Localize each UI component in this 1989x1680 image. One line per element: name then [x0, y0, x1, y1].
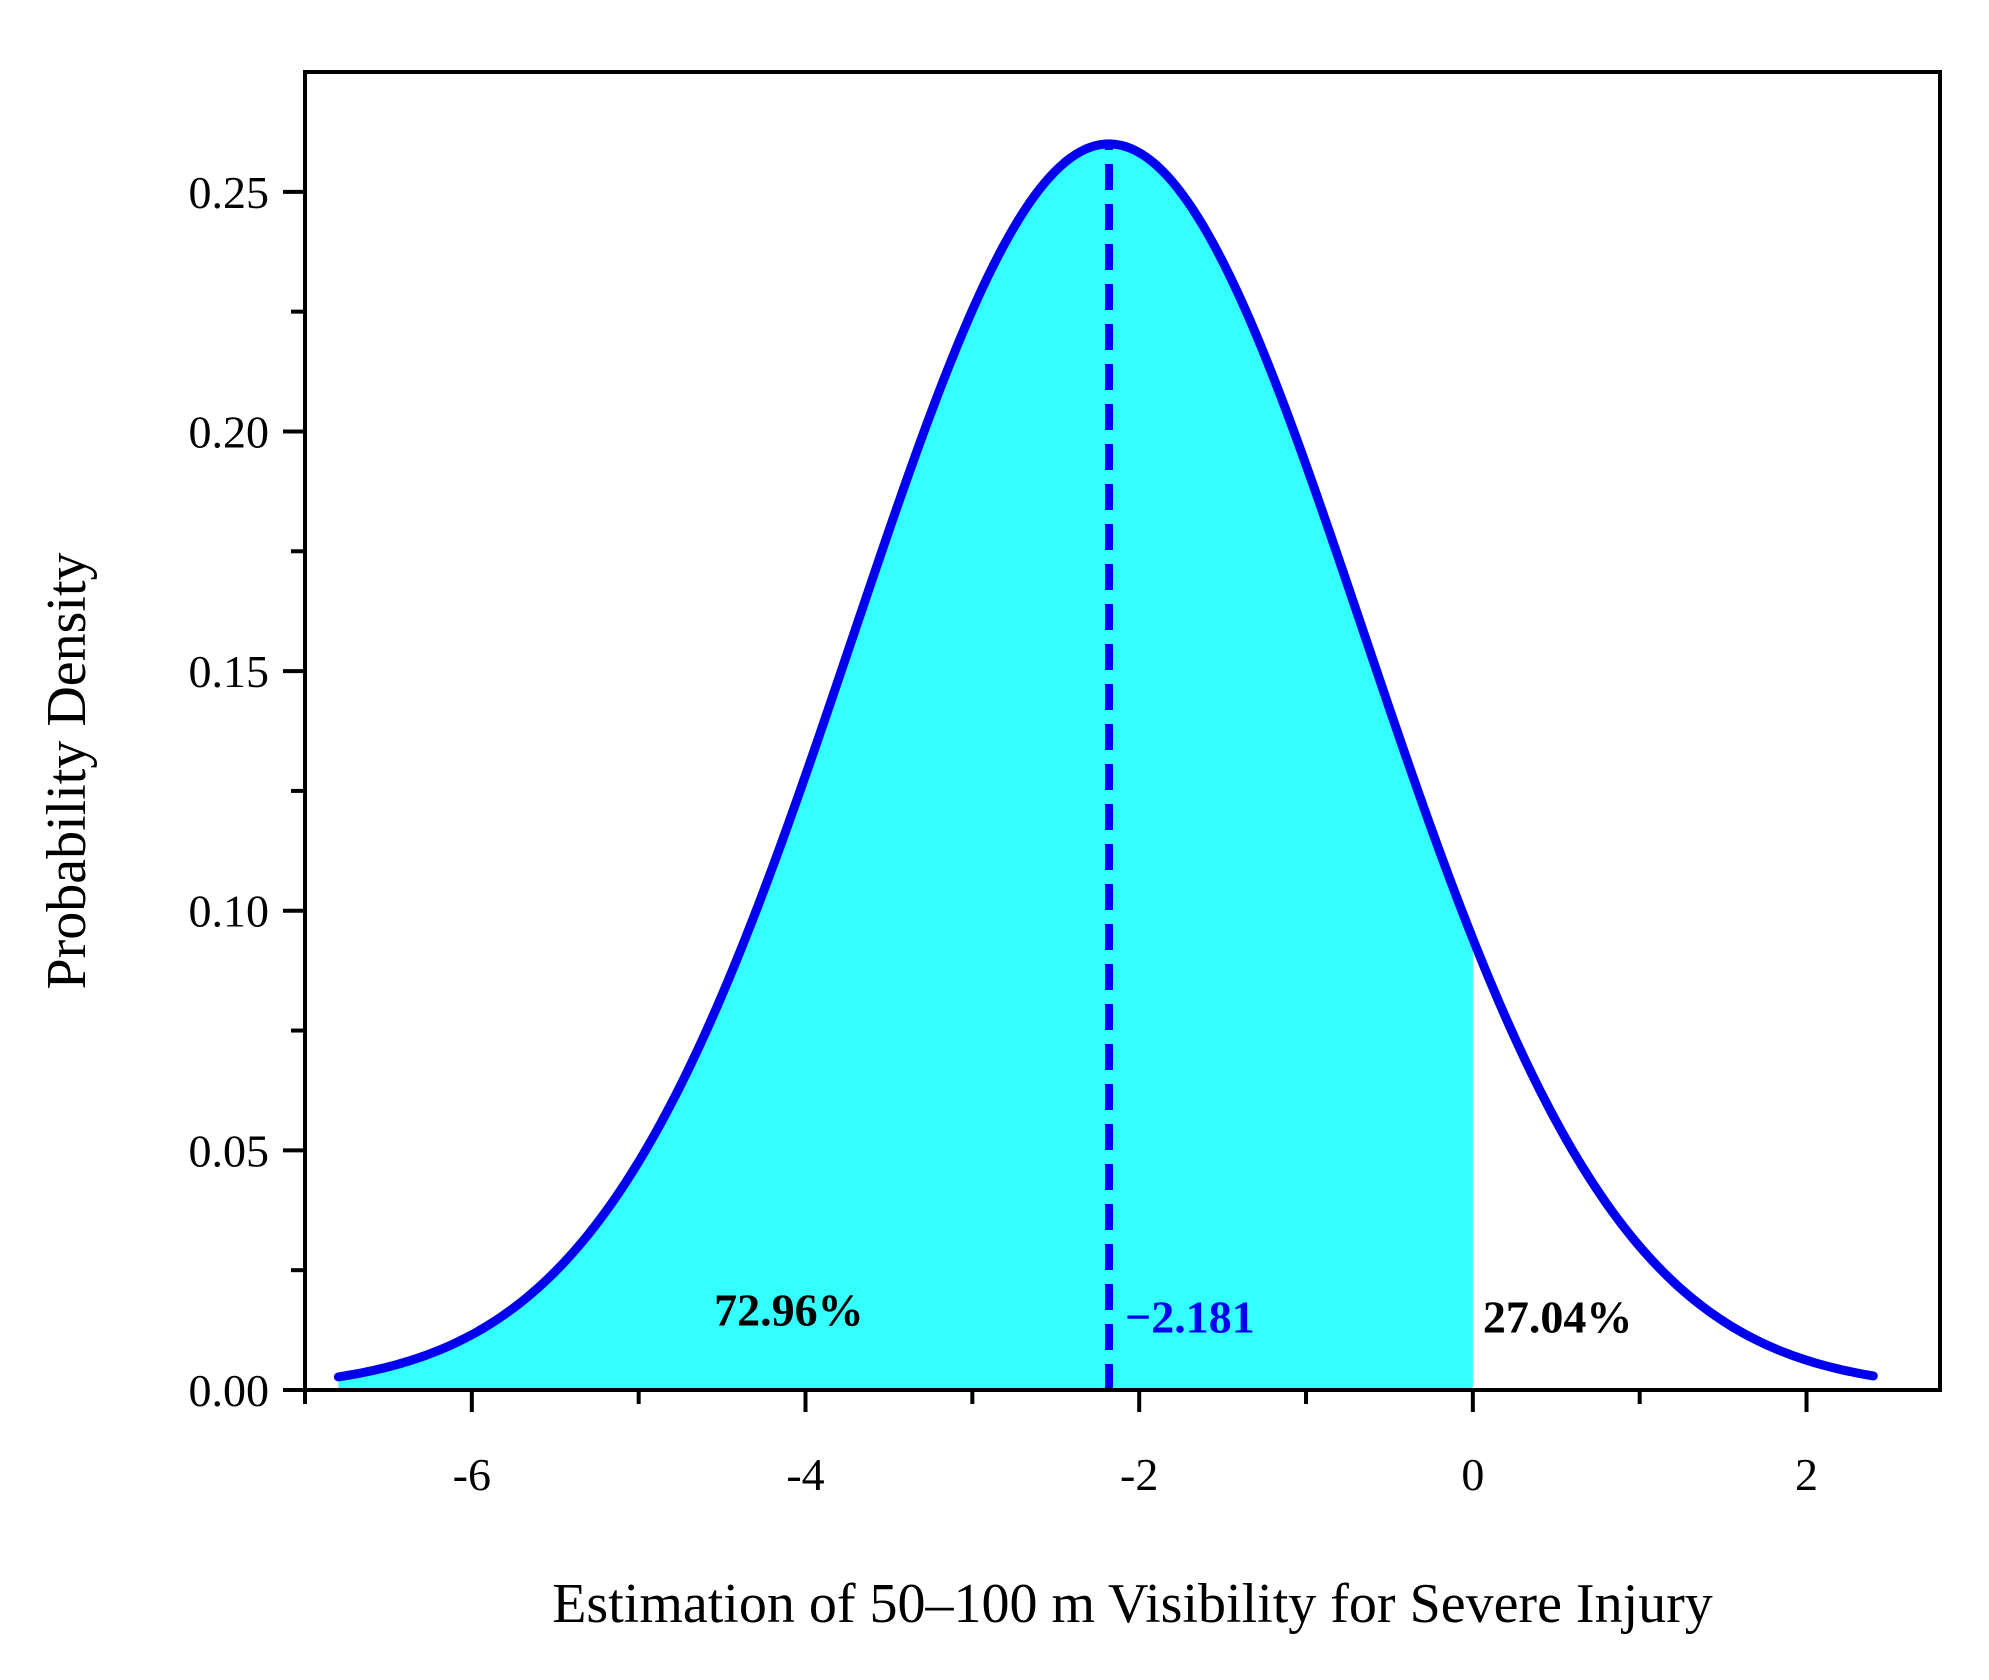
x-tick-label: 2 [1795, 1449, 1818, 1500]
x-tick-label: -2 [1120, 1449, 1158, 1500]
y-tick-label: 0.20 [189, 406, 270, 457]
y-axis-title: Probability Density [36, 552, 98, 989]
y-tick-label: 0.10 [189, 886, 270, 937]
mean-value-label: −2.181 [1125, 1291, 1255, 1342]
left-percent-label: 72.96% [714, 1284, 864, 1335]
y-axis-ticks: 0.00 0.05 0.10 0.15 0.20 0.25 [189, 167, 305, 1416]
y-tick-label: 0.05 [189, 1125, 270, 1176]
y-tick-label: 0.00 [189, 1365, 270, 1416]
x-tick-label: -4 [786, 1449, 824, 1500]
y-tick-label: 0.15 [189, 646, 270, 697]
x-axis-ticks: -6 -4 -2 0 2 [303, 1390, 1818, 1500]
shaded-area-left-of-zero [338, 143, 1473, 1391]
y-tick-label: 0.25 [189, 167, 270, 218]
right-percent-label: 27.04% [1483, 1291, 1633, 1342]
x-tick-label: -6 [453, 1449, 491, 1500]
x-axis-title: Estimation of 50–100 m Visibility for Se… [552, 1573, 1713, 1635]
x-tick-label: 0 [1461, 1449, 1484, 1500]
plot-frame [303, 70, 1942, 1392]
